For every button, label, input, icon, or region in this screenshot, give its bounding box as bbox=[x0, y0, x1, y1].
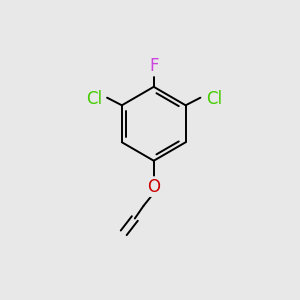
Text: Cl: Cl bbox=[206, 90, 222, 108]
Text: Cl: Cl bbox=[85, 90, 102, 108]
Text: O: O bbox=[147, 178, 160, 196]
Text: F: F bbox=[149, 57, 158, 75]
